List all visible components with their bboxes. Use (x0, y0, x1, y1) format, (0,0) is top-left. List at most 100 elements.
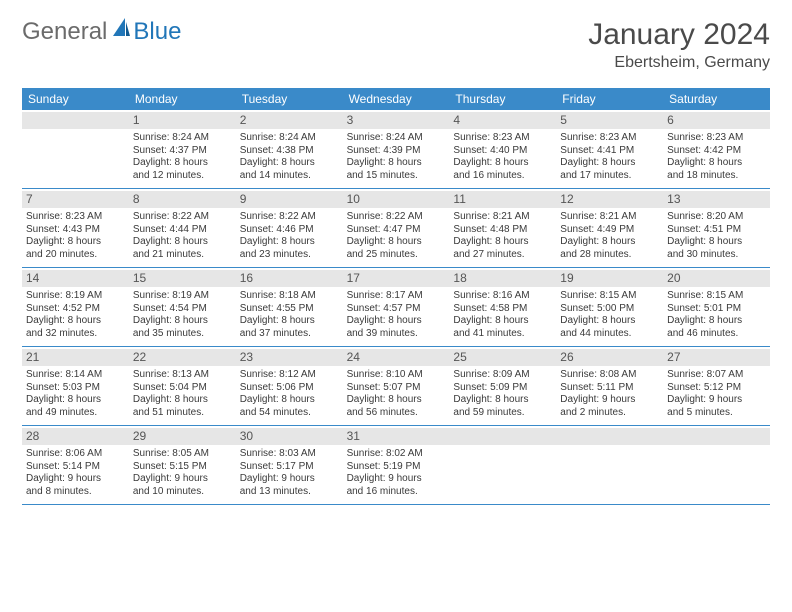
weekday-header: Monday (129, 88, 236, 110)
daylight-text: and 5 minutes. (667, 407, 766, 420)
daylight-text: and 12 minutes. (133, 170, 232, 183)
sunset-text: Sunset: 4:47 PM (347, 224, 446, 237)
sunset-text: Sunset: 4:44 PM (133, 224, 232, 237)
calendar: Sunday Monday Tuesday Wednesday Thursday… (22, 88, 770, 505)
sunrise-text: Sunrise: 8:20 AM (667, 211, 766, 224)
daylight-text: and 41 minutes. (453, 328, 552, 341)
daylight-text: and 32 minutes. (26, 328, 125, 341)
day-cell: 28Sunrise: 8:06 AMSunset: 5:14 PMDayligh… (22, 426, 129, 504)
day-number: 14 (22, 270, 129, 287)
daylight-text: Daylight: 8 hours (667, 157, 766, 170)
daylight-text: and 17 minutes. (560, 170, 659, 183)
sunrise-text: Sunrise: 8:21 AM (453, 211, 552, 224)
day-number (449, 428, 556, 445)
weekday-header: Friday (556, 88, 663, 110)
sunset-text: Sunset: 5:15 PM (133, 461, 232, 474)
day-number (556, 428, 663, 445)
week-row: 21Sunrise: 8:14 AMSunset: 5:03 PMDayligh… (22, 347, 770, 426)
daylight-text: Daylight: 8 hours (453, 157, 552, 170)
day-cell: 1Sunrise: 8:24 AMSunset: 4:37 PMDaylight… (129, 110, 236, 188)
logo-text-general: General (22, 18, 107, 46)
day-cell: 5Sunrise: 8:23 AMSunset: 4:41 PMDaylight… (556, 110, 663, 188)
sunrise-text: Sunrise: 8:09 AM (453, 369, 552, 382)
week-row: 28Sunrise: 8:06 AMSunset: 5:14 PMDayligh… (22, 426, 770, 505)
day-number: 13 (663, 191, 770, 208)
daylight-text: Daylight: 9 hours (667, 394, 766, 407)
day-cell: 15Sunrise: 8:19 AMSunset: 4:54 PMDayligh… (129, 268, 236, 346)
sunset-text: Sunset: 5:07 PM (347, 382, 446, 395)
day-cell: 23Sunrise: 8:12 AMSunset: 5:06 PMDayligh… (236, 347, 343, 425)
day-number: 22 (129, 349, 236, 366)
day-cell: 31Sunrise: 8:02 AMSunset: 5:19 PMDayligh… (343, 426, 450, 504)
sunset-text: Sunset: 5:04 PM (133, 382, 232, 395)
sunrise-text: Sunrise: 8:23 AM (560, 132, 659, 145)
daylight-text: and 2 minutes. (560, 407, 659, 420)
sunrise-text: Sunrise: 8:23 AM (667, 132, 766, 145)
day-number: 18 (449, 270, 556, 287)
day-cell: 29Sunrise: 8:05 AMSunset: 5:15 PMDayligh… (129, 426, 236, 504)
daylight-text: Daylight: 9 hours (560, 394, 659, 407)
day-cell (22, 110, 129, 188)
sunrise-text: Sunrise: 8:21 AM (560, 211, 659, 224)
location: Ebertsheim, Germany (588, 54, 770, 72)
day-number: 3 (343, 112, 450, 129)
weekday-header: Wednesday (343, 88, 450, 110)
day-cell: 22Sunrise: 8:13 AMSunset: 5:04 PMDayligh… (129, 347, 236, 425)
sunrise-text: Sunrise: 8:23 AM (453, 132, 552, 145)
daylight-text: and 51 minutes. (133, 407, 232, 420)
day-number: 27 (663, 349, 770, 366)
daylight-text: and 21 minutes. (133, 249, 232, 262)
logo-sail-icon (111, 16, 131, 43)
sunset-text: Sunset: 4:40 PM (453, 145, 552, 158)
day-number: 19 (556, 270, 663, 287)
day-cell: 12Sunrise: 8:21 AMSunset: 4:49 PMDayligh… (556, 189, 663, 267)
sunset-text: Sunset: 4:46 PM (240, 224, 339, 237)
day-cell: 17Sunrise: 8:17 AMSunset: 4:57 PMDayligh… (343, 268, 450, 346)
weekday-header-row: Sunday Monday Tuesday Wednesday Thursday… (22, 88, 770, 110)
daylight-text: and 23 minutes. (240, 249, 339, 262)
day-number: 10 (343, 191, 450, 208)
day-number: 20 (663, 270, 770, 287)
daylight-text: and 56 minutes. (347, 407, 446, 420)
daylight-text: and 10 minutes. (133, 486, 232, 499)
day-number: 24 (343, 349, 450, 366)
daylight-text: and 14 minutes. (240, 170, 339, 183)
daylight-text: Daylight: 8 hours (453, 394, 552, 407)
day-number: 30 (236, 428, 343, 445)
day-cell: 8Sunrise: 8:22 AMSunset: 4:44 PMDaylight… (129, 189, 236, 267)
daylight-text: Daylight: 8 hours (667, 315, 766, 328)
sunset-text: Sunset: 4:42 PM (667, 145, 766, 158)
daylight-text: and 13 minutes. (240, 486, 339, 499)
daylight-text: Daylight: 8 hours (240, 157, 339, 170)
sunset-text: Sunset: 4:57 PM (347, 303, 446, 316)
day-cell: 6Sunrise: 8:23 AMSunset: 4:42 PMDaylight… (663, 110, 770, 188)
day-cell (556, 426, 663, 504)
day-number: 11 (449, 191, 556, 208)
sunrise-text: Sunrise: 8:23 AM (26, 211, 125, 224)
sunset-text: Sunset: 4:37 PM (133, 145, 232, 158)
daylight-text: and 35 minutes. (133, 328, 232, 341)
sunset-text: Sunset: 4:54 PM (133, 303, 232, 316)
day-number (22, 112, 129, 129)
daylight-text: Daylight: 9 hours (133, 473, 232, 486)
sunset-text: Sunset: 4:39 PM (347, 145, 446, 158)
sunrise-text: Sunrise: 8:24 AM (240, 132, 339, 145)
daylight-text: Daylight: 8 hours (133, 157, 232, 170)
day-number: 21 (22, 349, 129, 366)
day-cell: 10Sunrise: 8:22 AMSunset: 4:47 PMDayligh… (343, 189, 450, 267)
header: General Blue January 2024 Ebertsheim, Ge… (0, 0, 792, 80)
sunrise-text: Sunrise: 8:22 AM (347, 211, 446, 224)
sunrise-text: Sunrise: 8:15 AM (560, 290, 659, 303)
daylight-text: and 37 minutes. (240, 328, 339, 341)
day-cell: 24Sunrise: 8:10 AMSunset: 5:07 PMDayligh… (343, 347, 450, 425)
day-cell: 20Sunrise: 8:15 AMSunset: 5:01 PMDayligh… (663, 268, 770, 346)
sunrise-text: Sunrise: 8:13 AM (133, 369, 232, 382)
daylight-text: and 28 minutes. (560, 249, 659, 262)
sunrise-text: Sunrise: 8:19 AM (26, 290, 125, 303)
day-cell: 2Sunrise: 8:24 AMSunset: 4:38 PMDaylight… (236, 110, 343, 188)
sunset-text: Sunset: 5:19 PM (347, 461, 446, 474)
daylight-text: Daylight: 9 hours (240, 473, 339, 486)
day-cell: 11Sunrise: 8:21 AMSunset: 4:48 PMDayligh… (449, 189, 556, 267)
daylight-text: and 16 minutes. (347, 486, 446, 499)
day-number: 29 (129, 428, 236, 445)
